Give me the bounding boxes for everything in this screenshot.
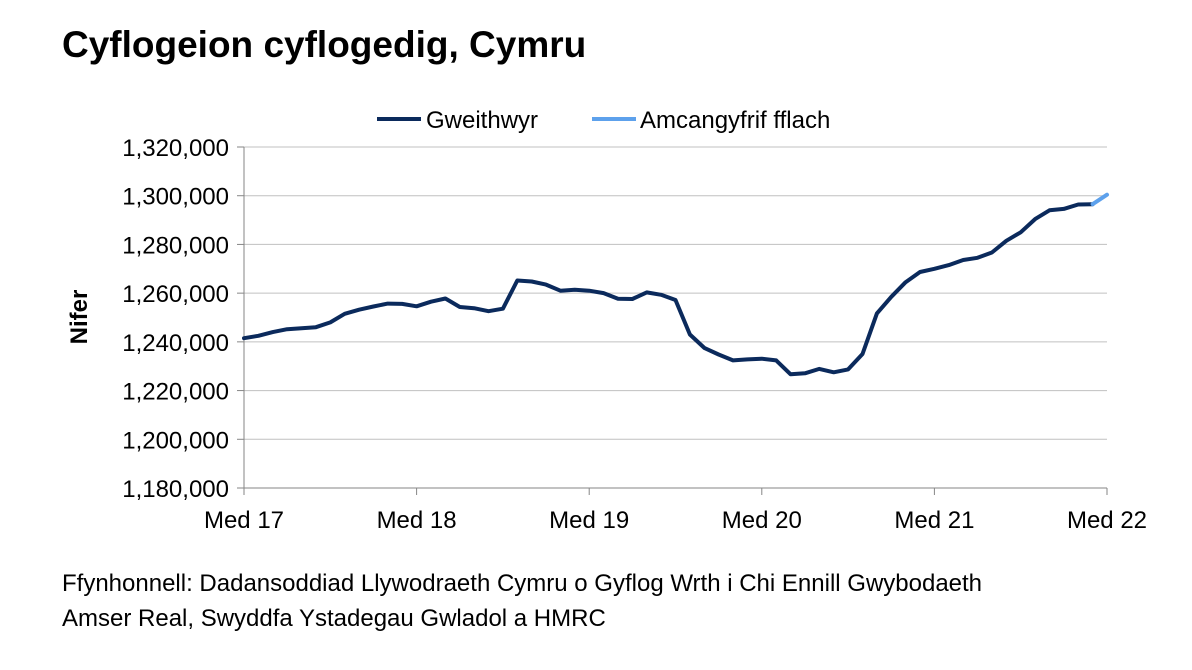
- series-line-amcangyfrif-fflach: [1090, 192, 1109, 207]
- y-tick-label: 1,180,000: [122, 476, 229, 503]
- series-lines: [242, 192, 1109, 377]
- chart-title: Cyflogeion cyflogedig, Cymru: [62, 24, 587, 65]
- y-axis-label: Nifer: [66, 290, 93, 345]
- gridlines: [237, 146, 1107, 489]
- y-tick-labels: 1,180,000 1,200,000 1,220,000 1,240,000 1,26…: [122, 135, 229, 503]
- source-line-1: Ffynhonnell: Dadansoddiad Llywodraeth Cy…: [62, 570, 983, 597]
- legend-label-amcangyfrif-fflach: Amcangyfrif fflach: [640, 107, 830, 134]
- y-tick-label: 1,240,000: [122, 330, 229, 357]
- x-tick-label: Med 18: [377, 507, 457, 534]
- source-line-2: Amser Real, Swyddfa Ystadegau Gwladol a …: [62, 605, 606, 632]
- y-tick-label: 1,200,000: [122, 427, 229, 454]
- axes: [243, 147, 1108, 495]
- source-note: Ffynhonnell: Dadansoddiad Llywodraeth Cy…: [62, 566, 1172, 636]
- x-tick-labels: Med 17 Med 18 Med 19 Med 20 Med 21 Med 22: [204, 507, 1147, 534]
- x-tick-label: Med 22: [1067, 507, 1147, 534]
- y-tick-label: 1,280,000: [122, 232, 229, 259]
- legend-label-gweithwyr: Gweithwyr: [426, 107, 538, 134]
- y-tick-label: 1,320,000: [122, 135, 229, 162]
- x-tick-label: Med 20: [722, 507, 802, 534]
- line-chart: 1,180,000 1,200,000 1,220,000 1,240,000 1,26…: [66, 107, 1147, 534]
- x-tick-label: Med 21: [894, 507, 974, 534]
- x-tick-label: Med 19: [549, 507, 629, 534]
- x-tick-label: Med 17: [204, 507, 284, 534]
- y-tick-label: 1,260,000: [122, 281, 229, 308]
- y-tick-label: 1,300,000: [122, 184, 229, 211]
- series-line-gweithwyr: [242, 202, 1095, 377]
- legend: Gweithwyr Amcangyfrif fflach: [377, 107, 830, 134]
- y-tick-label: 1,220,000: [122, 379, 229, 406]
